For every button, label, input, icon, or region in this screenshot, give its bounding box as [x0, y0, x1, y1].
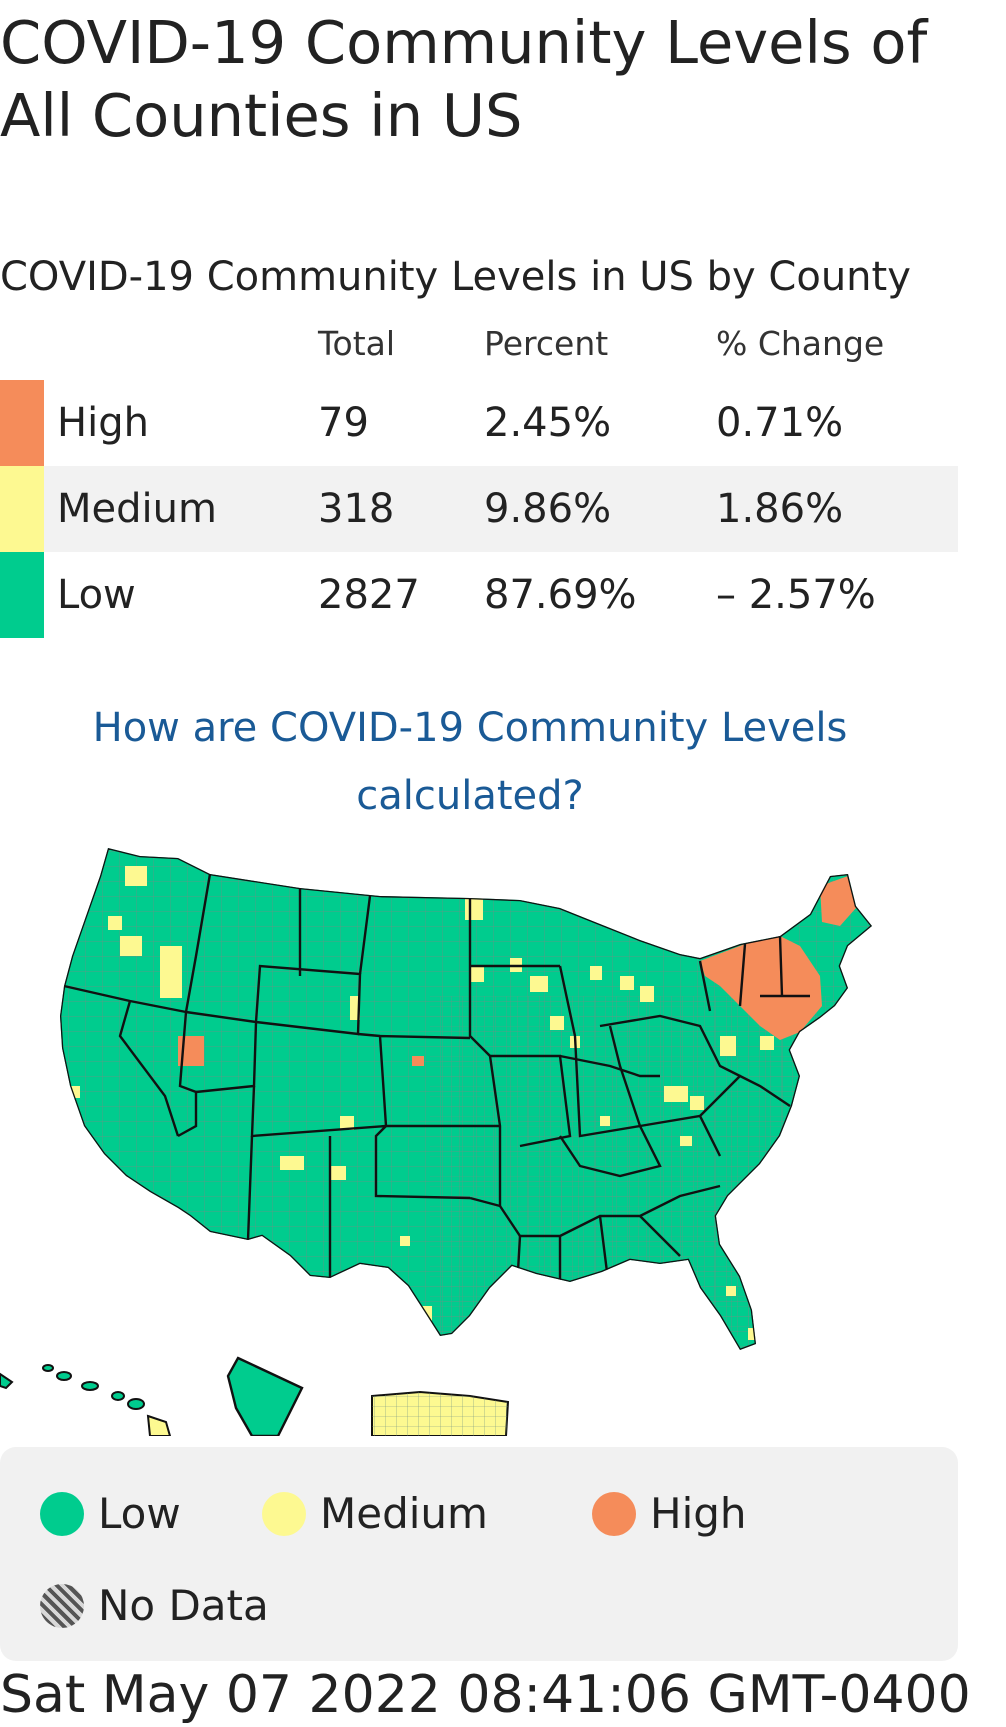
- row-percent: 87.69%: [484, 572, 637, 618]
- timestamp: Sat May 07 2022 08:41:06 GMT-0400: [0, 1665, 971, 1725]
- row-change: 0.71%: [716, 400, 844, 446]
- low-swatch: [0, 552, 44, 638]
- row-change: – 2.57%: [716, 572, 876, 618]
- table-title: COVID-19 Community Levels in US by Count…: [0, 254, 911, 300]
- legend-label: No Data: [98, 1581, 269, 1630]
- contiguous-us: [60, 848, 872, 1350]
- header-percent: Percent: [484, 324, 609, 363]
- row-total: 2827: [318, 572, 420, 618]
- legend-item-low[interactable]: Low: [40, 1489, 181, 1538]
- high-swatch: [0, 380, 44, 466]
- circle-icon: [40, 1491, 84, 1536]
- us-county-map[interactable]: [0, 836, 958, 1436]
- row-level: Low: [57, 572, 136, 618]
- row-level: Medium: [57, 486, 217, 532]
- how-calculated-link[interactable]: How are COVID-19 Community Levels calcul…: [92, 705, 848, 819]
- high-county-nebraska: [412, 1056, 424, 1066]
- community-levels-table: Total Percent % Change High 79 2.45% 0.7…: [0, 316, 958, 638]
- legend-item-medium[interactable]: Medium: [262, 1489, 488, 1538]
- high-region-maine: [820, 876, 856, 926]
- table-header: Total Percent % Change: [0, 316, 958, 380]
- row-percent: 2.45%: [484, 400, 612, 446]
- row-total: 79: [318, 400, 369, 446]
- row-total: 318: [318, 486, 395, 532]
- high-region-northeast: [700, 936, 822, 1040]
- row-change: 1.86%: [716, 486, 844, 532]
- hatched-circle-icon: [40, 1583, 84, 1628]
- legend-label: High: [650, 1489, 747, 1538]
- map-legend: Low Medium High No Data: [0, 1447, 958, 1661]
- header-change: % Change: [716, 324, 885, 363]
- table-row-medium: Medium 318 9.86% 1.86%: [0, 466, 958, 552]
- page-title: COVID-19 Community Levels of All Countie…: [0, 8, 928, 150]
- table-row-low: Low 2827 87.69% – 2.57%: [0, 552, 958, 638]
- legend-label: Medium: [320, 1489, 488, 1538]
- circle-icon: [592, 1491, 636, 1536]
- alaska: [226, 1356, 304, 1436]
- row-percent: 9.86%: [484, 486, 612, 532]
- legend-item-high[interactable]: High: [592, 1489, 747, 1538]
- legend-item-no-data[interactable]: No Data: [40, 1581, 269, 1630]
- header-total: Total: [318, 324, 396, 363]
- legend-label: Low: [98, 1489, 181, 1538]
- table-row-high: High 79 2.45% 0.71%: [0, 380, 958, 466]
- hawaii: [0, 1364, 172, 1436]
- medium-swatch: [0, 466, 44, 552]
- row-level: High: [57, 400, 149, 446]
- circle-icon: [262, 1491, 306, 1536]
